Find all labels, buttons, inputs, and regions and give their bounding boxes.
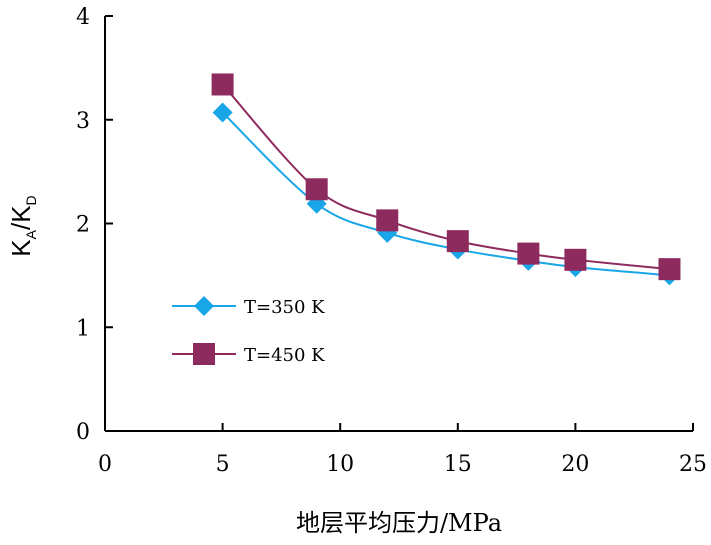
data-point-square	[517, 242, 540, 265]
legend-item: T=350 K	[172, 296, 325, 318]
y-tick-label: 1	[76, 316, 90, 341]
y-tick-label: 0	[76, 420, 90, 445]
x-tick-label: 15	[444, 452, 472, 477]
series-line	[221, 111, 670, 277]
ticks: 0 1 2 3 4 0 5 10 15 20 25	[76, 5, 707, 477]
x-tick-label: 10	[326, 452, 354, 477]
data-point-diamond	[212, 102, 233, 123]
data-point-square	[376, 209, 399, 232]
x-axis-title: 地层平均压力/MPa	[296, 509, 502, 537]
legend: T=350 K T=450 K	[172, 296, 325, 366]
series-1	[212, 102, 680, 286]
series-layer	[211, 73, 681, 286]
y-axis-title: KA/KD	[6, 195, 39, 256]
y-tick-label: 4	[76, 5, 90, 30]
legend-item: T=450 K	[172, 343, 325, 366]
x-tick-label: 0	[98, 452, 112, 477]
legend-marker-diamond	[194, 296, 214, 316]
series-line	[221, 83, 670, 271]
x-tick-label: 5	[216, 452, 230, 477]
legend-marker-square	[193, 343, 215, 365]
data-point-square	[446, 230, 469, 253]
legend-label: T=350 K	[244, 297, 325, 318]
x-tick-label: 25	[679, 452, 707, 477]
y-tick-label: 2	[76, 213, 90, 238]
data-point-square	[658, 258, 681, 281]
y-tick-label: 3	[76, 109, 90, 134]
data-point-square	[305, 178, 328, 201]
data-point-square	[211, 73, 234, 96]
legend-label: T=450 K	[244, 345, 325, 366]
x-tick-label: 20	[561, 452, 589, 477]
series-2	[211, 73, 681, 281]
data-point-square	[564, 248, 587, 271]
